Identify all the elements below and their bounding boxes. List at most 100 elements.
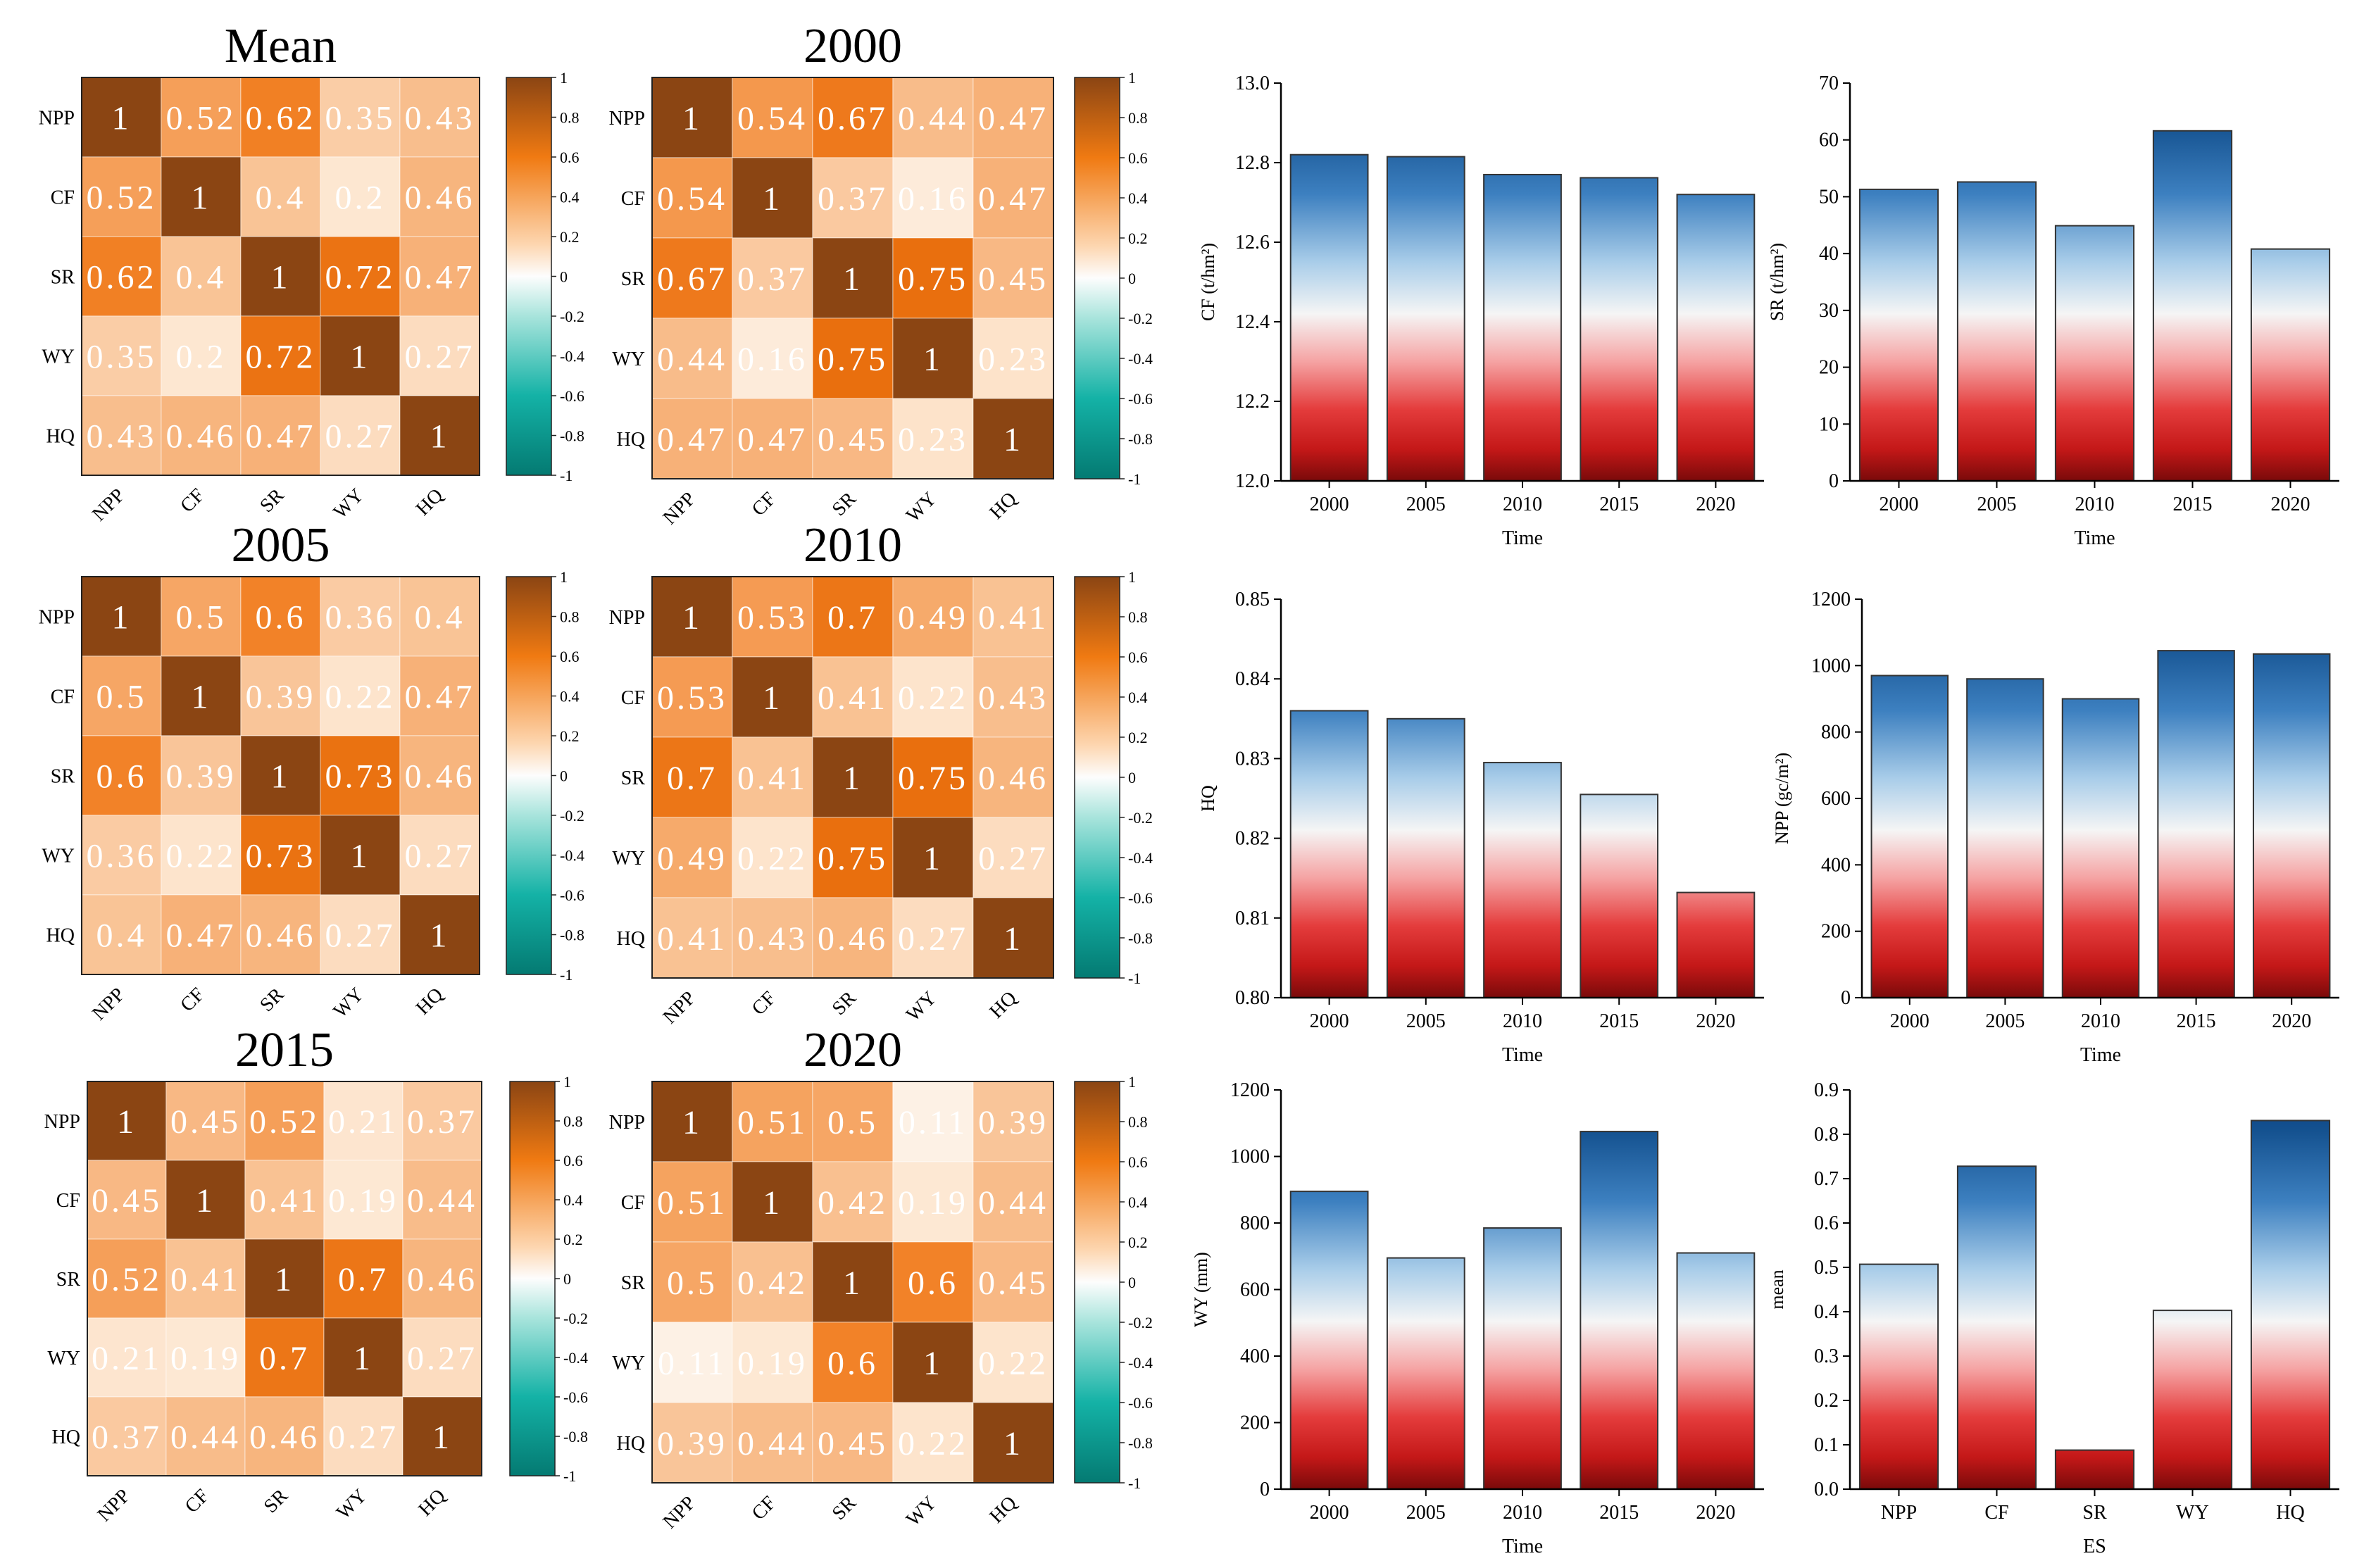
bar bbox=[2157, 650, 2235, 998]
bar bbox=[2054, 1449, 2135, 1491]
heatmap-cell bbox=[320, 236, 401, 317]
heatmap-cell bbox=[892, 1322, 974, 1403]
colorbar bbox=[506, 77, 552, 476]
heatmap-cell-value: 0.44 bbox=[898, 100, 968, 137]
colorbar-tick-label: -0.4 bbox=[1128, 1354, 1153, 1372]
bar bbox=[2250, 248, 2331, 482]
bar bbox=[1386, 717, 1465, 998]
heatmap-cell bbox=[402, 1317, 482, 1398]
heatmap-cell-value: 0.5 bbox=[667, 1265, 718, 1302]
heatmap-cell-value: 1 bbox=[1003, 1425, 1023, 1462]
x-tick-label: 2000 bbox=[1310, 494, 1349, 515]
y-tick-label: 12.2 bbox=[1235, 391, 1270, 413]
heatmap-cell-value: 0.67 bbox=[657, 261, 727, 298]
colorbar-tick-label: 1 bbox=[1128, 1073, 1136, 1091]
heatmap-cell-value: 1 bbox=[1003, 920, 1023, 958]
colorbar-tick-label: 0.4 bbox=[1128, 689, 1148, 706]
colorbar bbox=[506, 576, 552, 975]
heatmap-cell-value: 0.19 bbox=[737, 1345, 808, 1382]
colorbar-tick-label: -0.4 bbox=[1128, 849, 1153, 867]
heatmap-cell bbox=[323, 1238, 404, 1319]
row-label: WY bbox=[47, 1348, 80, 1369]
heatmap-title: 2010 bbox=[803, 518, 902, 572]
colorbar-tick-label: -0.8 bbox=[1128, 1434, 1153, 1452]
colorbar-tick-label: 0.4 bbox=[560, 688, 580, 705]
heatmap-cell-value: 0.43 bbox=[978, 679, 1049, 717]
heatmap-cell bbox=[732, 1322, 813, 1403]
heatmap-cell-value: 0.19 bbox=[898, 1184, 968, 1222]
colorbar-tick-label: 0.8 bbox=[560, 608, 580, 626]
x-tick-label: 2000 bbox=[1890, 1010, 1930, 1032]
heatmap-cell-value: 0.75 bbox=[818, 341, 888, 378]
heatmap-cell-value: 1 bbox=[112, 100, 132, 137]
heatmap-cell-value: 1 bbox=[354, 1340, 373, 1377]
bar bbox=[1289, 153, 1369, 482]
heatmap-cell bbox=[399, 576, 480, 657]
colorbar-tick-label: 0.8 bbox=[563, 1112, 583, 1130]
row-label: NPP bbox=[44, 1111, 80, 1133]
heatmap-cell bbox=[244, 1238, 325, 1319]
heatmap-cell-value: 0.67 bbox=[818, 100, 888, 137]
col-label: HQ bbox=[414, 1485, 450, 1521]
heatmap-cell-value: 0.44 bbox=[170, 1419, 241, 1456]
row-label: CF bbox=[51, 686, 75, 708]
heatmap-cell bbox=[161, 735, 242, 816]
colorbar-tick-label: -0.2 bbox=[560, 807, 584, 824]
heatmap-cell bbox=[81, 156, 162, 237]
heatmap-cell-value: 1 bbox=[682, 599, 702, 636]
y-axis-label: WY (mm) bbox=[1191, 1252, 1211, 1327]
heatmap-cell-value: 0.42 bbox=[737, 1265, 808, 1302]
row-label: WY bbox=[42, 846, 75, 867]
heatmap-cell bbox=[87, 1238, 167, 1319]
heatmap-title: Mean bbox=[225, 19, 337, 73]
colorbar-tick-label: 1 bbox=[1128, 568, 1136, 586]
colorbar-tick-label: -0.6 bbox=[560, 886, 584, 904]
heatmap-cell-value: 0.72 bbox=[246, 339, 316, 376]
heatmap-cell-value: 0.43 bbox=[405, 100, 475, 137]
col-label: CF bbox=[176, 484, 208, 517]
colorbar bbox=[1074, 576, 1120, 979]
y-tick-label: 20 bbox=[1819, 357, 1839, 379]
heatmap-cell-value: 0.39 bbox=[978, 1104, 1049, 1141]
heatmap-cell bbox=[732, 656, 813, 738]
heatmap-cell-value: 0.41 bbox=[737, 760, 808, 797]
heatmap-cell-value: 0.7 bbox=[827, 599, 878, 636]
y-axis-label: mean bbox=[1767, 1269, 1787, 1309]
heatmap-cell-value: 0.35 bbox=[87, 339, 157, 376]
heatmap-cell bbox=[81, 395, 162, 476]
heatmap-cell bbox=[732, 237, 813, 319]
heatmap-cell-value: 0.6 bbox=[256, 599, 306, 636]
heatmap-cell-value: 1 bbox=[192, 679, 211, 716]
col-label: HQ bbox=[412, 484, 448, 520]
col-label: CF bbox=[176, 984, 208, 1016]
heatmap-cell bbox=[240, 315, 321, 396]
heatmap-cell-value: 0.47 bbox=[166, 917, 237, 955]
heatmap-cell bbox=[892, 1241, 974, 1323]
heatmap-border bbox=[651, 77, 1054, 479]
y-tick-label: 0.5 bbox=[1814, 1257, 1839, 1279]
colorbar-tick-label: 0.6 bbox=[1128, 648, 1148, 666]
colorbar-tick-label: -0.2 bbox=[1128, 809, 1153, 827]
heatmap-cell-value: 1 bbox=[351, 838, 370, 875]
heatmap-cell bbox=[87, 1396, 167, 1476]
heatmap-title: 2005 bbox=[232, 518, 330, 572]
y-tick-label: 12.6 bbox=[1235, 232, 1270, 253]
row-label: WY bbox=[612, 848, 645, 870]
y-tick-label: 0.6 bbox=[1814, 1212, 1839, 1234]
y-tick-label: 0.82 bbox=[1235, 828, 1270, 850]
colorbar-tick-label: -0.4 bbox=[563, 1349, 588, 1367]
heatmap-cell-value: 0.6 bbox=[908, 1265, 958, 1302]
heatmap-cell-value: 0.39 bbox=[166, 758, 237, 796]
heatmap-cell bbox=[973, 318, 1054, 399]
colorbar-tick-label: 0.4 bbox=[560, 189, 580, 206]
heatmap-cell-value: 0.51 bbox=[737, 1104, 808, 1141]
row-label: HQ bbox=[617, 1433, 645, 1455]
y-tick-label: 50 bbox=[1819, 186, 1839, 208]
y-tick-label: 200 bbox=[1240, 1412, 1270, 1434]
row-label: NPP bbox=[609, 607, 645, 629]
heatmap-cell bbox=[732, 1241, 813, 1323]
colorbar-tick-label: -0.6 bbox=[1128, 390, 1153, 408]
y-tick-label: 800 bbox=[1821, 722, 1851, 744]
y-tick-label: 60 bbox=[1819, 130, 1839, 151]
colorbar-tick-label: -0.2 bbox=[560, 308, 584, 325]
